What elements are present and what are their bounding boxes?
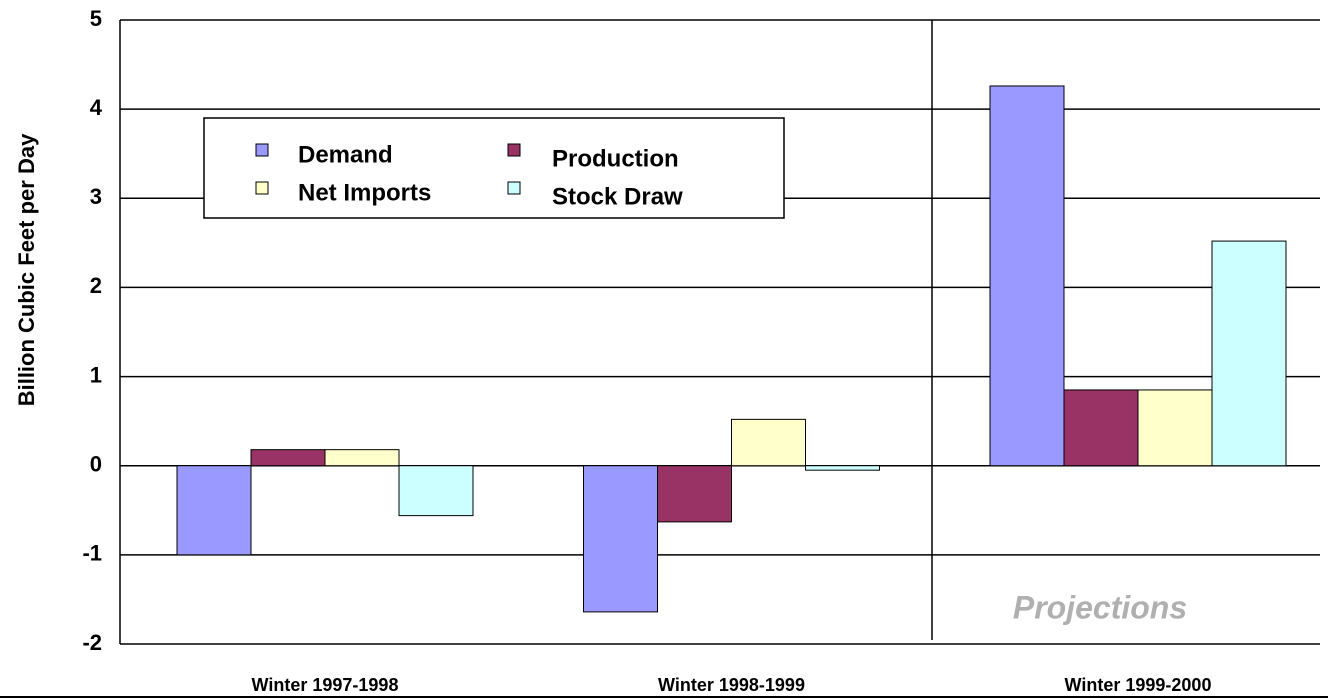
bar bbox=[583, 465, 658, 613]
legend-swatch bbox=[255, 143, 269, 157]
legend-swatch bbox=[255, 181, 269, 195]
legend-box bbox=[203, 117, 785, 219]
bar bbox=[657, 465, 732, 523]
y-tick-label: 1 bbox=[90, 362, 102, 387]
legend-label: Production bbox=[552, 145, 679, 172]
bar bbox=[176, 465, 252, 556]
legend-swatch bbox=[507, 181, 521, 195]
legend-label: Stock Draw bbox=[552, 183, 683, 210]
annotation: Projections bbox=[1013, 589, 1187, 625]
y-tick-label: -1 bbox=[82, 541, 102, 566]
y-tick-label: 4 bbox=[90, 95, 103, 120]
bar bbox=[805, 465, 880, 471]
y-tick-label: 2 bbox=[90, 273, 102, 298]
legend-label: Demand bbox=[298, 141, 393, 168]
x-tick-label: Winter 1997-1998 bbox=[252, 675, 399, 695]
bar bbox=[324, 449, 400, 467]
bar bbox=[1063, 389, 1139, 467]
y-axis-label: Billion Cubic Feet per Day bbox=[14, 133, 39, 406]
legend: Demand Production Net Imports Stock Draw bbox=[203, 117, 785, 219]
bar bbox=[398, 465, 474, 517]
bar bbox=[731, 418, 806, 467]
legend-label: Net Imports bbox=[298, 179, 431, 206]
bar bbox=[989, 85, 1065, 467]
bar bbox=[250, 449, 326, 467]
y-tick-label: 3 bbox=[90, 184, 102, 209]
y-tick-label: -2 bbox=[82, 630, 102, 655]
y-tick-label: 5 bbox=[90, 6, 102, 31]
bar bbox=[1137, 389, 1213, 467]
legend-swatch bbox=[507, 143, 521, 157]
bar bbox=[1211, 240, 1287, 467]
y-tick-label: 0 bbox=[90, 452, 102, 477]
x-tick-label: Winter 1998-1999 bbox=[658, 675, 805, 695]
x-tick-label: Winter 1999-2000 bbox=[1065, 675, 1212, 695]
